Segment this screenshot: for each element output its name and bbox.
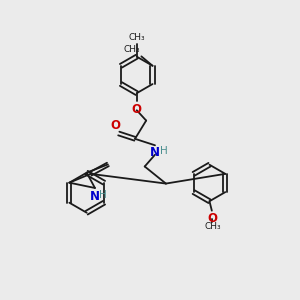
- Text: N: N: [149, 146, 159, 159]
- Text: O: O: [132, 103, 142, 116]
- Text: CH₃: CH₃: [123, 45, 140, 54]
- Text: O: O: [110, 119, 120, 132]
- Text: CH₃: CH₃: [204, 222, 221, 231]
- Text: N: N: [90, 190, 100, 203]
- Text: H: H: [99, 190, 107, 200]
- Text: H: H: [160, 146, 168, 156]
- Text: CH₃: CH₃: [128, 33, 145, 42]
- Text: O: O: [207, 212, 218, 225]
